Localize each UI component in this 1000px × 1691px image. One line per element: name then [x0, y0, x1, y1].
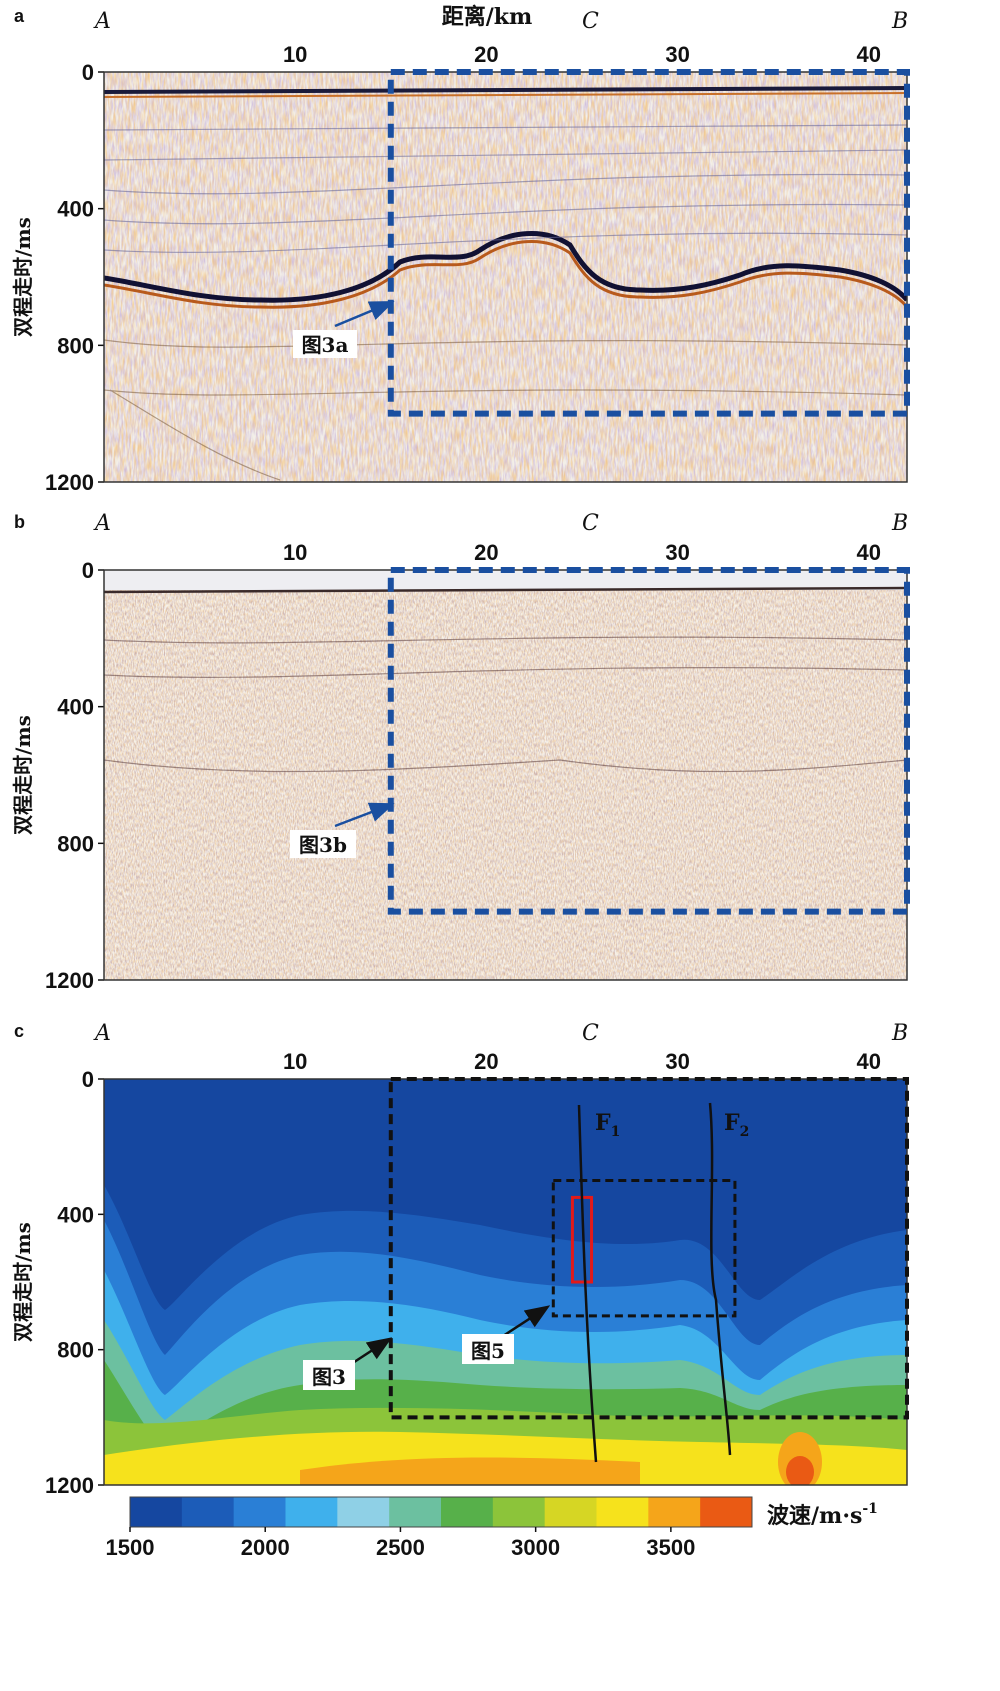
- x-tick-label: 10: [283, 42, 307, 67]
- x-tick-label: 40: [857, 42, 881, 67]
- y-tick-label: 400: [57, 197, 94, 222]
- colorbar-swatch: [492, 1497, 546, 1527]
- seismic-image-b: [104, 570, 907, 980]
- callout-3a: 图3a: [302, 333, 349, 357]
- colorbar: 1500 2000 2500 3000 3500 波速/m·s-1: [106, 1496, 878, 1560]
- colorbar-ticks: 1500 2000 2500 3000 3500: [106, 1527, 695, 1560]
- velocity-model: [104, 1079, 907, 1485]
- y-axis-title-c: 双程走时/ms: [11, 1222, 35, 1342]
- x-axis-title: 距离/km: [442, 4, 533, 30]
- y-axis-title-a: 双程走时/ms: [11, 217, 35, 337]
- colorbar-swatch: [285, 1497, 338, 1527]
- colorbar-swatch: [441, 1497, 494, 1527]
- colorbar-tick-label: 2000: [241, 1535, 290, 1560]
- x-tick-label: 10: [283, 1049, 307, 1074]
- y-tick-label: 800: [57, 333, 94, 358]
- colorbar-title: 波速/m·s-1: [767, 1501, 878, 1529]
- colorbar-tick-label: 2500: [376, 1535, 425, 1560]
- x-tick-label: 30: [665, 1049, 689, 1074]
- y-ticks-c: 0 400 800 1200: [45, 1067, 104, 1498]
- x-tick-label: 30: [665, 42, 689, 67]
- y-tick-label: 1200: [45, 1473, 94, 1498]
- y-tick-label: 400: [57, 1202, 94, 1227]
- colorbar-swatch: [233, 1497, 286, 1527]
- colorbar-tick-label: 1500: [106, 1535, 155, 1560]
- profile-point-b: B: [891, 1021, 908, 1046]
- y-tick-label: 0: [82, 60, 94, 85]
- y-tick-label: 0: [82, 1067, 94, 1092]
- profile-point-c: C: [582, 1021, 599, 1046]
- colorbar-swatch: [181, 1497, 235, 1527]
- profile-point-a: A: [93, 511, 111, 536]
- y-axis-title-b: 双程走时/ms: [11, 715, 35, 835]
- profile-point-c: C: [582, 9, 599, 34]
- profile-point-a: A: [93, 1021, 111, 1046]
- y-tick-label: 0: [82, 558, 94, 583]
- y-tick-label: 800: [57, 831, 94, 856]
- x-tick-label: 20: [474, 1049, 498, 1074]
- inset-box-b: [387, 567, 910, 915]
- colorbar-swatch: [596, 1497, 649, 1527]
- fault-f2-line: [708, 1102, 732, 1456]
- profile-point-c: C: [582, 511, 599, 536]
- fault-f2-label: F2: [724, 1110, 749, 1140]
- x-ticks-b: 10 20 30 40: [283, 540, 881, 576]
- x-tick-label: 40: [857, 540, 881, 565]
- inset-box-fig5: [551, 1179, 737, 1318]
- y-tick-label: 400: [57, 695, 94, 720]
- panel-a: a A C B 距离/km 10 20 30 40 0 400 800 1200 双程走时/…: [11, 4, 910, 495]
- callout-5: 图5: [471, 1339, 505, 1363]
- fault-f1-label: F1: [595, 1110, 620, 1140]
- colorbar-swatch: [700, 1497, 753, 1527]
- inset-box-a: [387, 69, 910, 417]
- panel-b: b A C B 10 20 30 40 0 400 800 1200 双程走时/ms 图3b: [11, 511, 910, 993]
- y-ticks-b: 0 400 800 1200: [45, 558, 104, 993]
- inset-box-c: [388, 1077, 909, 1420]
- seismic-image-a: [104, 72, 907, 482]
- fault-f1-line: [577, 1104, 598, 1463]
- colorbar-tick-label: 3000: [511, 1535, 560, 1560]
- y-tick-label: 1200: [45, 470, 94, 495]
- x-tick-label: 20: [474, 42, 498, 67]
- colorbar-swatch: [337, 1497, 390, 1527]
- y-tick-label: 1200: [45, 968, 94, 993]
- x-tick-label: 20: [474, 540, 498, 565]
- colorbar-tick-label: 3500: [646, 1535, 695, 1560]
- colorbar-swatches: [130, 1497, 753, 1527]
- panel-label-c: c: [14, 1021, 24, 1041]
- callout-3: 图3: [312, 1365, 346, 1389]
- x-tick-label: 10: [283, 540, 307, 565]
- y-ticks-a: 0 400 800 1200: [45, 60, 104, 495]
- colorbar-swatch: [648, 1497, 701, 1527]
- profile-point-b: B: [891, 511, 908, 536]
- x-tick-label: 30: [665, 540, 689, 565]
- colorbar-swatch: [130, 1497, 183, 1527]
- x-tick-label: 40: [857, 1049, 881, 1074]
- profile-point-a: A: [93, 9, 111, 34]
- profile-point-b: B: [891, 9, 908, 34]
- panel-label-b: b: [14, 512, 25, 532]
- callout-3b: 图3b: [299, 833, 347, 857]
- y-tick-label: 800: [57, 1338, 94, 1363]
- colorbar-swatch: [389, 1497, 442, 1527]
- panel-label-a: a: [14, 6, 25, 26]
- colorbar-swatch: [544, 1497, 597, 1527]
